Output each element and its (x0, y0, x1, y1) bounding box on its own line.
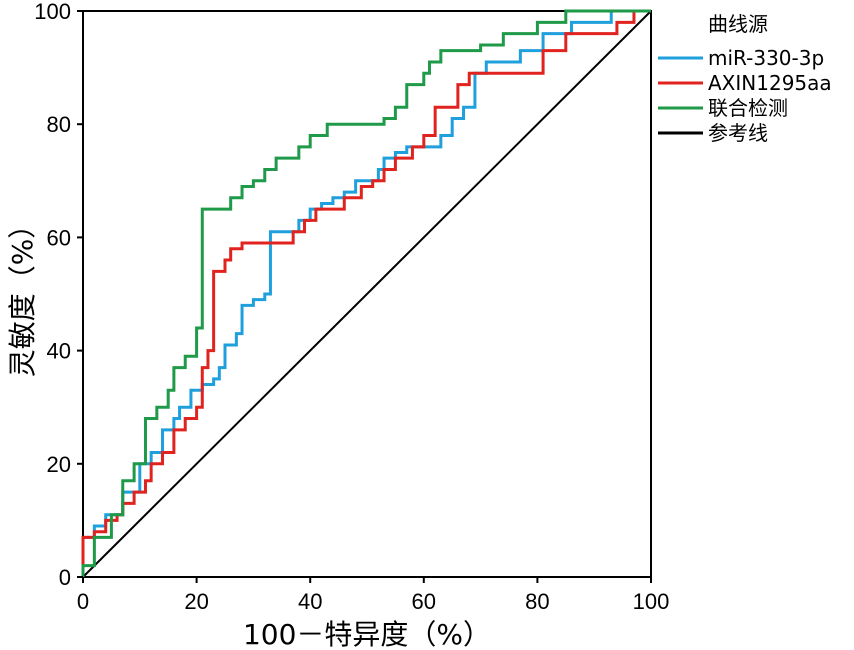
x-axis-ticks: 0 20 40 60 80 100 (77, 577, 669, 614)
legend-label-3: 参考线 (708, 121, 768, 145)
series-layer (81, 9, 652, 578)
x-tick-label: 20 (184, 589, 208, 614)
legend-label-0: miR-330-3p (708, 46, 824, 70)
y-tick-label: 100 (34, 0, 71, 24)
x-tick-label: 80 (525, 589, 549, 614)
y-axis-title: 灵敏度（%） (6, 211, 39, 378)
series-line-3 (82, 10, 652, 578)
legend-title: 曲线源 (708, 12, 768, 36)
x-tick-label: 40 (298, 589, 322, 614)
legend-label-2: 联合检测 (708, 96, 788, 120)
plot-frame (82, 10, 652, 578)
legend-label-1: AXIN1295aa (708, 71, 832, 95)
x-axis-title: 100－特异度（%） (243, 618, 491, 650)
y-tick-label: 40 (47, 339, 71, 364)
y-tick-label: 80 (47, 112, 71, 137)
y-axis-ticks: 0 20 40 60 80 100 (34, 0, 83, 590)
series-line-1 (81, 9, 651, 577)
y-tick-label: 0 (59, 565, 71, 590)
x-tick-label: 0 (77, 589, 89, 614)
x-tick-label: 100 (633, 589, 670, 614)
y-tick-label: 60 (47, 225, 71, 250)
plot-area (81, 9, 652, 578)
x-tick-label: 60 (412, 589, 436, 614)
y-tick-label: 20 (47, 452, 71, 477)
series-line-2 (81, 9, 651, 577)
